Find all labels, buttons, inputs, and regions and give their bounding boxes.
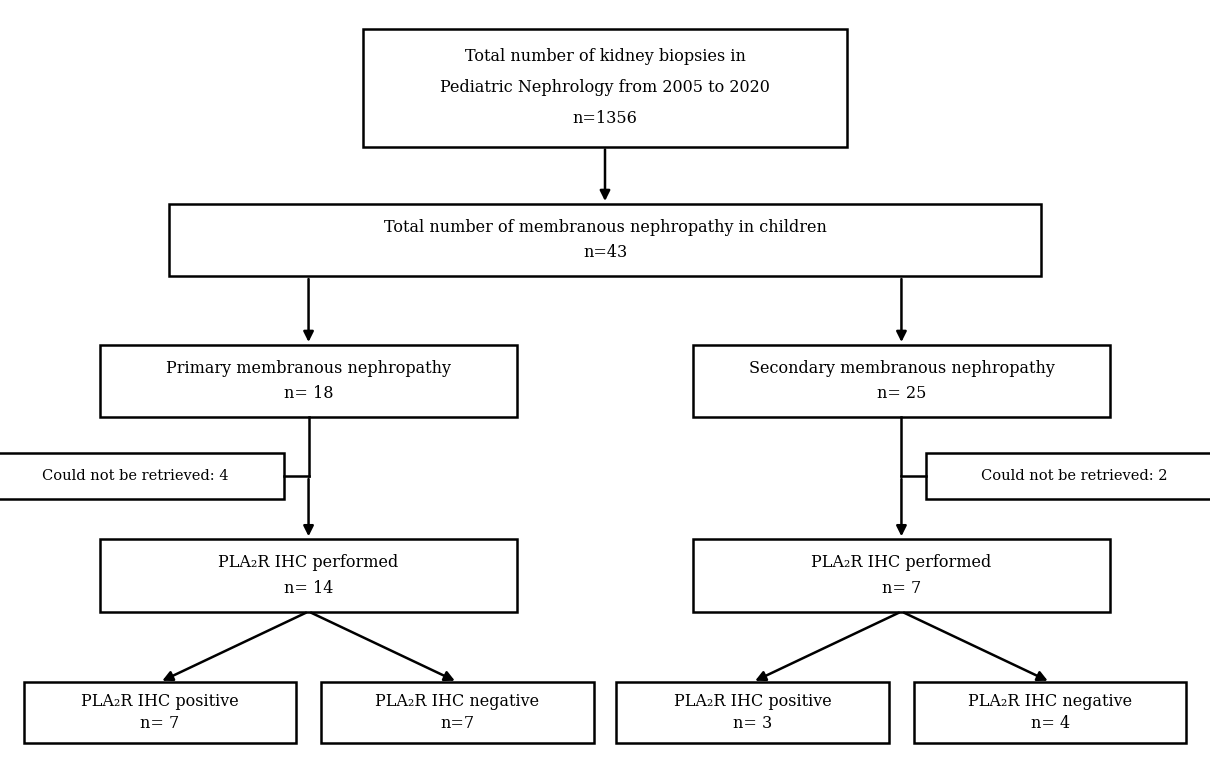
Text: n= 14: n= 14: [284, 580, 333, 597]
Text: n= 7: n= 7: [140, 715, 179, 732]
Text: PLA₂R IHC positive: PLA₂R IHC positive: [674, 693, 831, 710]
Bar: [100, 344, 518, 418]
Text: Total number of kidney biopsies in: Total number of kidney biopsies in: [465, 48, 745, 65]
Bar: [24, 682, 296, 743]
Bar: [100, 539, 518, 611]
Text: n= 7: n= 7: [882, 580, 921, 597]
Text: n= 4: n= 4: [1031, 715, 1070, 732]
Bar: [322, 682, 594, 743]
Bar: [169, 204, 1041, 276]
Bar: [0, 453, 283, 499]
Text: PLA₂R IHC positive: PLA₂R IHC positive: [81, 693, 238, 710]
Text: Total number of membranous nephropathy in children: Total number of membranous nephropathy i…: [384, 219, 826, 235]
Text: Pediatric Nephrology from 2005 to 2020: Pediatric Nephrology from 2005 to 2020: [440, 79, 770, 96]
Bar: [915, 682, 1186, 743]
Text: n=43: n=43: [583, 245, 627, 261]
Bar: [692, 344, 1111, 418]
Text: Primary membranous nephropathy: Primary membranous nephropathy: [166, 360, 451, 376]
Bar: [363, 29, 847, 147]
Text: n= 25: n= 25: [877, 386, 926, 402]
Text: Could not be retrieved: 2: Could not be retrieved: 2: [981, 469, 1168, 483]
Text: n= 3: n= 3: [733, 715, 772, 732]
Text: n=7: n=7: [440, 715, 474, 732]
Bar: [692, 539, 1111, 611]
Text: PLA₂R IHC performed: PLA₂R IHC performed: [812, 554, 991, 571]
Text: PLA₂R IHC performed: PLA₂R IHC performed: [219, 554, 398, 571]
Bar: [927, 453, 1210, 499]
Text: Could not be retrieved: 4: Could not be retrieved: 4: [42, 469, 229, 483]
Text: n=1356: n=1356: [572, 110, 638, 127]
Bar: [616, 682, 888, 743]
Text: PLA₂R IHC negative: PLA₂R IHC negative: [968, 693, 1133, 710]
Text: PLA₂R IHC negative: PLA₂R IHC negative: [375, 693, 540, 710]
Text: Secondary membranous nephropathy: Secondary membranous nephropathy: [749, 360, 1054, 376]
Text: n= 18: n= 18: [284, 386, 333, 402]
